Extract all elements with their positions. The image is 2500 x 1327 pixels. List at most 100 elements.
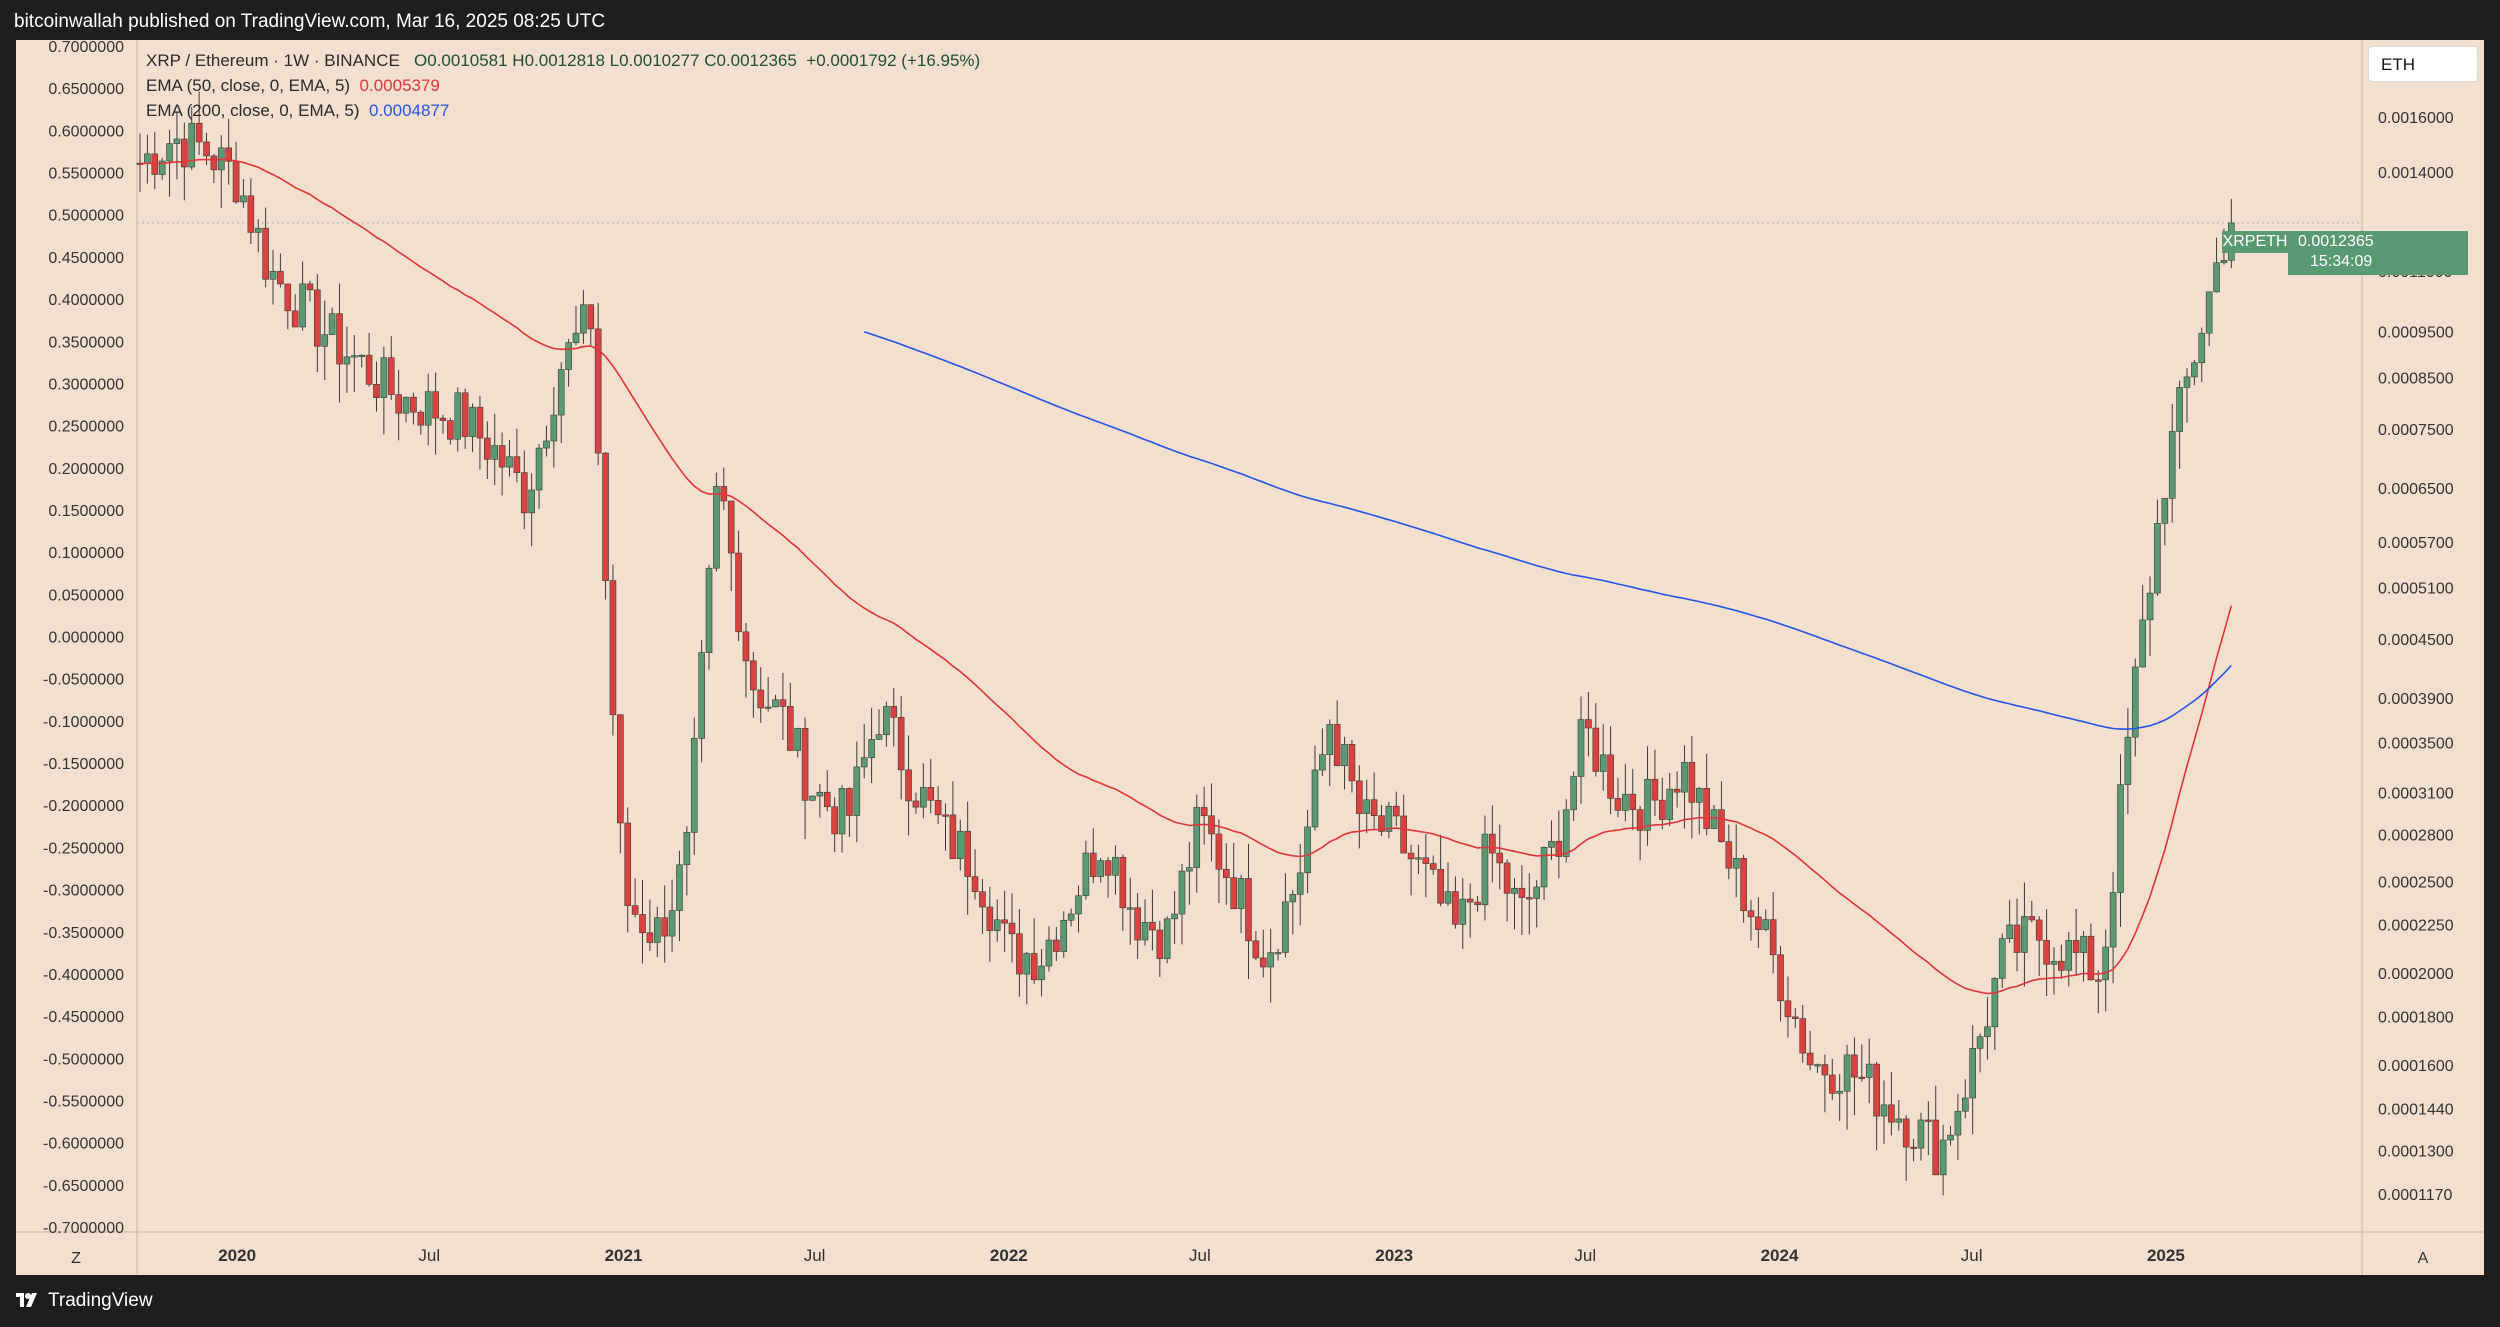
candle-up: [868, 739, 875, 759]
right-axis-tick: 0.0006500: [2378, 481, 2454, 498]
legend: XRP / Ethereum · 1W · BINANCE O0.0010581…: [146, 48, 980, 123]
left-axis-tick: 0.0500000: [48, 587, 124, 604]
candle-up: [816, 791, 824, 797]
corner-left-label: Z: [71, 1250, 81, 1267]
candle-up: [1577, 719, 1585, 777]
candle-down: [520, 472, 528, 514]
candle-down: [823, 791, 831, 808]
candle-up: [2146, 592, 2154, 621]
candle-down: [1230, 877, 1237, 910]
x-axis-tick: 2021: [605, 1246, 643, 1265]
left-axis-tick: 0.4500000: [48, 250, 124, 267]
candle-down: [971, 876, 979, 893]
candle-up: [875, 734, 883, 740]
candle-down: [1474, 901, 1481, 906]
candle-down: [1008, 922, 1016, 935]
footer-brand[interactable]: TradingView: [48, 1290, 153, 1311]
x-axis-tick: 2023: [1375, 1246, 1413, 1265]
candle-down: [1629, 793, 1637, 810]
legend-ema50-value: 0.0005379: [359, 76, 440, 95]
candle-up: [1814, 1064, 1821, 1067]
right-axis-tick: 0.0001440: [2378, 1102, 2454, 1119]
candle-up: [809, 795, 816, 801]
left-axis-tick: -0.4500000: [43, 1009, 124, 1026]
candle-down: [1525, 897, 1533, 900]
candle-down: [1614, 798, 1622, 811]
candle-down: [1119, 856, 1127, 909]
candle-down: [2058, 960, 2065, 971]
candle-up: [1481, 833, 1489, 906]
candle-up: [2021, 916, 2028, 953]
candle-down: [1932, 1119, 1940, 1176]
chart-area[interactable]: [16, 40, 2484, 1275]
candle-up: [2006, 924, 2013, 939]
candle-up: [1459, 898, 1467, 925]
candle-up: [1385, 805, 1393, 832]
legend-ema200-label[interactable]: EMA (200, close, 0, EMA, 5): [146, 101, 360, 120]
left-axis-tick: 0.3000000: [48, 376, 124, 393]
candle-down: [1888, 1104, 1895, 1123]
candle-down: [1378, 815, 1385, 832]
candle-up: [1570, 776, 1577, 811]
candle-up: [2139, 619, 2146, 668]
candle-down: [365, 354, 373, 385]
left-axis-tick: -0.7000000: [43, 1220, 124, 1237]
left-axis-tick: 0.3500000: [48, 334, 124, 351]
candle-up: [1415, 857, 1422, 860]
publisher-bar: bitcoinwallah published on TradingView.c…: [0, 0, 2500, 40]
right-axis-tick: 0.0002250: [2378, 918, 2454, 935]
candle-down: [942, 814, 949, 817]
candle-down: [1703, 787, 1710, 829]
candle-up: [543, 440, 550, 449]
candle-up: [1319, 754, 1326, 771]
candle-down: [846, 788, 853, 816]
candle-up: [2102, 946, 2110, 981]
candle-up: [1060, 919, 1068, 952]
legend-ema50-label[interactable]: EMA (50, close, 0, EMA, 5): [146, 76, 351, 95]
candle-up: [1045, 939, 1053, 967]
candle-down: [949, 814, 957, 859]
ema200-line: [863, 330, 2232, 730]
candle-up: [188, 122, 196, 168]
candle-up: [1289, 894, 1297, 903]
x-axis-tick: Jul: [1961, 1246, 1983, 1265]
candle-up: [1991, 978, 1999, 1028]
candle-up: [683, 832, 691, 866]
candle-up: [1304, 826, 1311, 874]
legend-ohlc: O0.0010581 H0.0012818 L0.0010277 C0.0012…: [413, 51, 797, 70]
candle-up: [920, 787, 927, 808]
right-axis-tick: 0.0002500: [2378, 874, 2454, 891]
right-axis-tick: 0.0003500: [2378, 736, 2454, 753]
right-axis-tick: 0.0001300: [2378, 1144, 2454, 1161]
candle-up: [1444, 891, 1452, 904]
candle-down: [1902, 1118, 1910, 1148]
candle-down: [1245, 878, 1252, 942]
candle-down: [1725, 841, 1733, 869]
candle-up: [343, 356, 351, 365]
candle-down: [986, 906, 994, 931]
legend-symbol[interactable]: XRP / Ethereum · 1W · BINANCE: [146, 51, 400, 70]
candle-down: [417, 411, 425, 426]
candle-down: [617, 714, 624, 824]
left-axis-tick: -0.6000000: [43, 1136, 124, 1153]
candle-up: [1097, 860, 1104, 877]
x-axis-tick: 2022: [990, 1246, 1028, 1265]
left-axis-tick: -0.3000000: [43, 883, 124, 900]
currency-button[interactable]: ETH: [2368, 46, 2478, 82]
candle-down: [1134, 907, 1141, 941]
candle-down: [1016, 933, 1023, 975]
price-tag-value: 0.0012365: [2298, 233, 2374, 250]
candle-down: [735, 552, 742, 633]
candle-down: [291, 310, 299, 328]
candle-down: [934, 800, 942, 816]
candle-up: [1695, 787, 1703, 803]
candle-down: [1400, 815, 1407, 854]
right-axis-tick: 0.0001600: [2378, 1058, 2454, 1075]
candle-up: [1163, 918, 1171, 959]
candle-down: [1688, 762, 1696, 803]
candle-up: [668, 910, 676, 937]
candle-up: [535, 447, 543, 491]
price-tag-countdown: 15:34:09: [2310, 253, 2373, 270]
left-axis-tick: 0.6000000: [48, 123, 124, 140]
